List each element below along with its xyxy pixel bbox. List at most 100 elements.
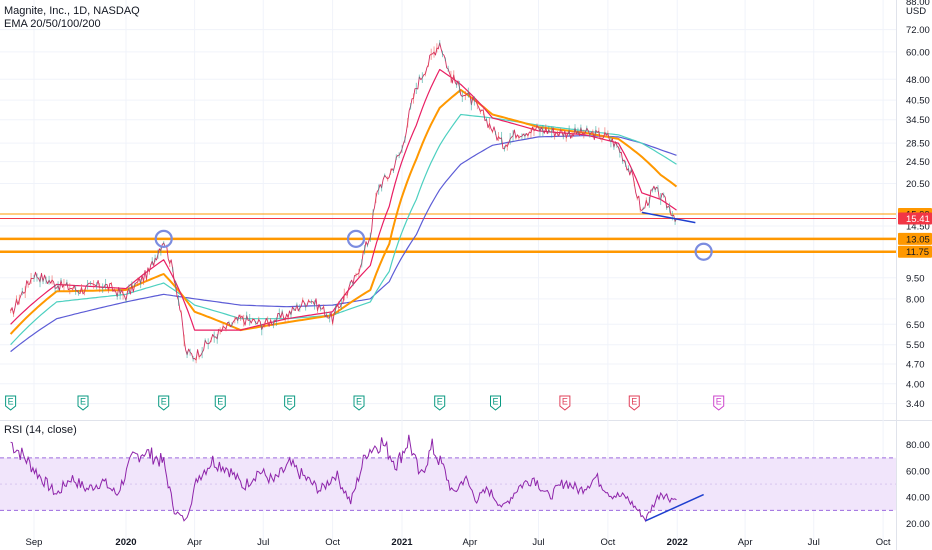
rsi-series-group	[10, 434, 677, 523]
circle-markers[interactable]	[154, 229, 713, 261]
series-ema-50	[9, 88, 678, 335]
time-tick-label-11: Jul	[808, 537, 820, 548]
horizontal-levels[interactable]	[0, 213, 896, 253]
currency-label: USD	[906, 6, 926, 17]
grid	[0, 0, 896, 540]
price-tick-label-1: 60.00	[906, 47, 930, 58]
earnings-marker-shape	[713, 395, 725, 411]
price-tick-label-5: 28.50	[906, 139, 930, 150]
chart-subtitle: EMA 20/50/100/200	[4, 18, 101, 30]
level-tag-text: 13.05	[906, 234, 930, 245]
level-tag-13.05: 13.05	[898, 232, 932, 245]
earnings-marker-6[interactable]: E	[434, 395, 446, 411]
time-tick-label-6: Apr	[462, 537, 477, 548]
level-tag-11.75: 11.75	[898, 245, 932, 258]
rsi-band	[0, 457, 896, 511]
rsi-tick-label-2: 40.00	[906, 493, 930, 504]
earnings-marker-2[interactable]: E	[158, 395, 170, 411]
price-tick-label-3: 40.50	[906, 96, 930, 107]
price-tick-label-13: 4.70	[906, 360, 925, 371]
rsi-axis-labels: 80.00 60.00 40.00 20.00	[906, 440, 930, 530]
rsi-title: RSI (14, close)	[4, 424, 77, 436]
earnings-marker-7[interactable]: E	[490, 395, 502, 411]
earnings-marker-label: E	[631, 397, 637, 407]
time-tick-label-10: Apr	[738, 537, 753, 548]
time-tick-label-3: Jul	[257, 537, 269, 548]
time-tick-label-7: Jul	[532, 537, 544, 548]
earnings-marker-0[interactable]: E	[5, 395, 17, 411]
earnings-marker-shape	[559, 395, 571, 411]
rsi-line	[10, 434, 677, 523]
rsi-tick-label-3: 20.00	[906, 519, 930, 530]
earnings-marker-shape	[628, 395, 640, 411]
earnings-marker-label: E	[493, 397, 499, 407]
earnings-marker-shape	[490, 395, 502, 411]
earnings-marker-shape	[353, 395, 365, 411]
level-tag-bg	[898, 212, 932, 225]
earnings-marker-9[interactable]: E	[628, 395, 640, 411]
earnings-marker-label: E	[217, 397, 223, 407]
earnings-marker-1[interactable]: E	[77, 395, 89, 411]
price-tick-label-2: 48.00	[906, 75, 930, 86]
earnings-marker-shape	[434, 395, 446, 411]
time-tick-label-8: Oct	[600, 537, 615, 548]
level-tag-text: 15.41	[906, 214, 930, 225]
price-tick-label-8: 14.50	[906, 221, 930, 232]
earnings-marker-3[interactable]: E	[214, 395, 226, 411]
series-price	[10, 42, 677, 361]
time-tick-label-2: Apr	[187, 537, 202, 548]
time-tick-label-9: 2022	[667, 537, 688, 548]
time-tick-label-0: Sep	[26, 537, 43, 548]
circle-marker-1[interactable]	[346, 229, 366, 248]
earnings-marker-label: E	[437, 397, 443, 407]
price-tick-label-4: 34.50	[906, 115, 930, 126]
earnings-marker-label: E	[80, 397, 86, 407]
time-tick-label-4: Oct	[325, 537, 340, 548]
time-tick-label-5: 2021	[391, 537, 413, 548]
time-tick-label-12: Oct	[876, 537, 891, 548]
price-tick-label-11: 6.50	[906, 320, 925, 331]
top-partial-price-label: 88.00	[906, 0, 930, 8]
earnings-marker-10[interactable]: E	[713, 395, 725, 411]
level-tag-bg	[898, 232, 932, 245]
earnings-marker-label: E	[716, 397, 722, 407]
price-tick-label-9: 9.50	[906, 273, 925, 284]
circle-marker-2[interactable]	[694, 242, 713, 261]
price-trendline[interactable]	[641, 211, 696, 224]
price-tick-label-0: 72.00	[906, 25, 930, 36]
earnings-marker-label: E	[287, 397, 293, 407]
earnings-marker-shape	[214, 395, 226, 411]
chart-title: Magnite, Inc., 1D, NASDAQ	[4, 5, 140, 17]
time-tick-label-1: 2020	[115, 537, 136, 548]
earnings-marker-shape	[77, 395, 89, 411]
price-series-group	[9, 40, 678, 364]
level-tag-15.41: 15.41	[898, 212, 932, 225]
earnings-marker-4[interactable]: E	[284, 395, 296, 411]
level-tag-bg	[898, 245, 932, 258]
price-tick-label-7: 20.50	[906, 179, 930, 190]
price-tick-label-6: 24.50	[906, 157, 930, 168]
rsi-trendline[interactable]	[645, 493, 704, 522]
trendlines[interactable]	[641, 211, 704, 522]
earnings-marker-shape	[284, 395, 296, 411]
price-tick-label-10: 8.00	[906, 294, 925, 305]
earnings-marker-8[interactable]: E	[559, 395, 571, 411]
rsi-tick-label-1: 60.00	[906, 466, 930, 477]
series-ema-100	[10, 113, 677, 346]
time-axis-labels: Sep 2020 Apr Jul Oct 2021 Apr Jul Oct 2022 Apr Jul O…	[26, 537, 891, 548]
series-ema-200	[10, 135, 677, 353]
earnings-marker-label: E	[562, 397, 568, 407]
earnings-marker-shape	[5, 395, 17, 411]
earnings-marker-label: E	[356, 397, 362, 407]
rsi-tick-label-0: 80.00	[906, 440, 930, 451]
level-tag-text: 11.75	[906, 247, 929, 258]
price-tick-label-15: 3.40	[906, 399, 925, 410]
earnings-marker-5[interactable]: E	[353, 395, 365, 411]
earnings-marker-label: E	[8, 397, 14, 407]
earnings-marker-label: E	[161, 397, 167, 407]
circle-marker-0[interactable]	[154, 229, 173, 248]
price-tick-label-14: 4.00	[906, 379, 925, 390]
